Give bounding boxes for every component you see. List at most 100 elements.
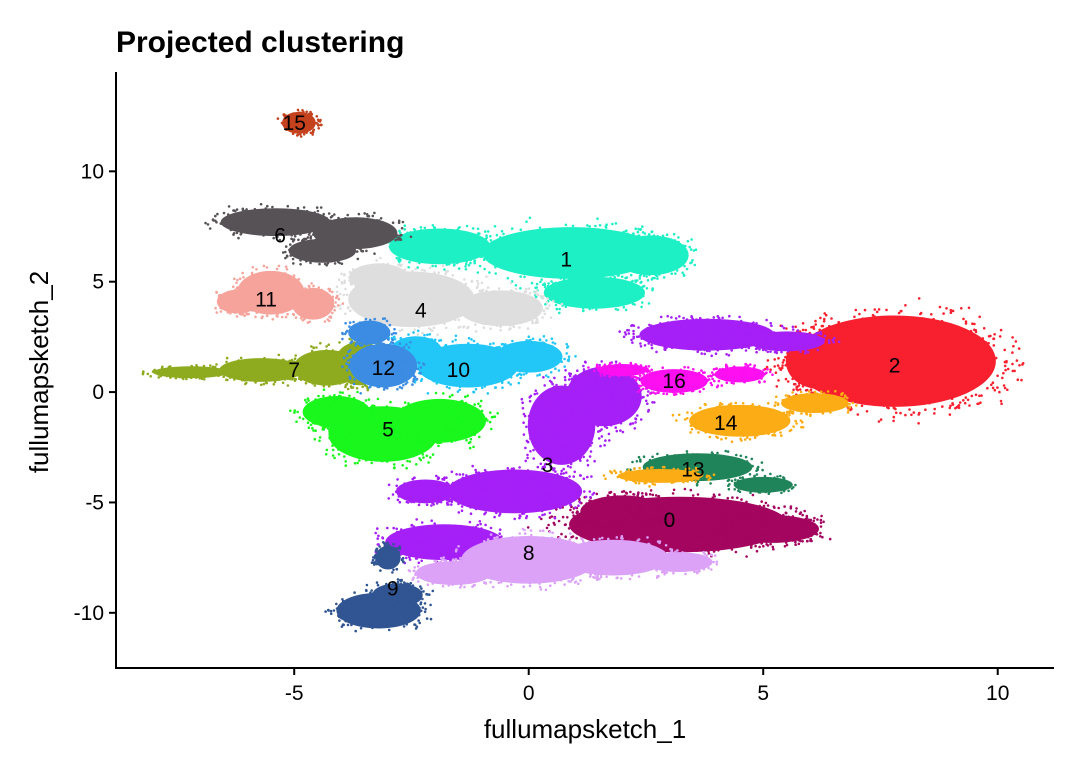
scatter-point: [345, 408, 348, 412]
scatter-point: [318, 236, 321, 240]
scatter-point: [670, 316, 673, 319]
scatter-point: [961, 357, 965, 360]
scatter-point: [305, 246, 309, 250]
scatter-point: [290, 234, 294, 237]
scatter-point: [428, 298, 432, 301]
scatter-point: [408, 539, 412, 542]
scatter-point: [544, 462, 548, 466]
scatter-point: [569, 422, 573, 426]
scatter-point: [921, 320, 925, 324]
scatter-point: [724, 546, 727, 550]
scatter-point: [523, 490, 526, 493]
scatter-point: [656, 277, 659, 280]
scatter-point: [432, 496, 436, 500]
scatter-point: [624, 308, 628, 312]
scatter-point: [527, 414, 531, 418]
scatter-point: [610, 284, 613, 288]
scatter-point: [792, 346, 795, 349]
scatter-point: [838, 326, 842, 330]
scatter-point: [643, 344, 647, 347]
scatter-point: [552, 385, 556, 389]
scatter-point: [925, 323, 928, 326]
scatter-point: [500, 535, 503, 538]
scatter-point: [441, 435, 444, 438]
scatter-point: [447, 255, 451, 258]
scatter-point: [1015, 359, 1019, 362]
scatter-point: [964, 330, 968, 334]
scatter-point: [647, 234, 651, 237]
scatter-point: [981, 373, 984, 377]
scatter-point: [350, 300, 354, 303]
scatter-point: [436, 441, 440, 444]
scatter-point: [255, 210, 259, 213]
scatter-point: [586, 253, 589, 257]
scatter-point: [257, 217, 261, 220]
scatter-point: [378, 291, 382, 295]
scatter-point: [376, 537, 380, 540]
scatter-point: [223, 220, 227, 224]
scatter-point: [226, 378, 229, 382]
scatter-point: [733, 526, 736, 530]
scatter-point: [424, 233, 428, 237]
scatter-point: [362, 411, 366, 415]
scatter-point: [470, 301, 474, 305]
scatter-point: [352, 409, 355, 413]
scatter-point: [297, 238, 300, 242]
scatter-point: [730, 349, 733, 352]
scatter-point: [765, 318, 768, 322]
scatter-point: [650, 346, 654, 350]
scatter-point: [897, 335, 900, 338]
scatter-point: [564, 471, 568, 474]
scatter-point: [663, 270, 667, 274]
scatter-point: [537, 396, 540, 400]
scatter-point: [557, 397, 560, 401]
scatter-point: [425, 492, 429, 496]
scatter-point: [448, 395, 452, 399]
scatter-point: [236, 216, 239, 219]
scatter-point: [573, 438, 577, 442]
scatter-point: [394, 266, 397, 269]
scatter-point: [657, 494, 661, 498]
scatter-point: [417, 434, 420, 438]
scatter-point: [380, 408, 383, 412]
scatter-point: [863, 372, 867, 376]
scatter-point: [381, 223, 384, 227]
scatter-point: [300, 372, 303, 375]
scatter-point: [767, 533, 771, 537]
scatter-point: [310, 349, 314, 353]
scatter-point: [438, 321, 441, 325]
scatter-point: [482, 258, 486, 262]
scatter-point: [417, 503, 421, 507]
scatter-point: [569, 419, 573, 422]
scatter-point: [509, 281, 513, 285]
scatter-point: [579, 456, 582, 459]
scatter-point: [471, 241, 474, 244]
scatter-point: [444, 272, 447, 276]
scatter-point: [721, 500, 725, 503]
scatter-point: [654, 494, 658, 497]
scatter-point: [528, 216, 532, 220]
scatter-point: [327, 212, 331, 215]
scatter-point: [304, 237, 308, 241]
scatter-point: [471, 464, 475, 468]
scatter-point: [543, 285, 547, 289]
scatter-point: [591, 306, 594, 310]
scatter-point: [702, 345, 705, 349]
scatter-point: [834, 332, 837, 336]
scatter-point: [307, 233, 311, 236]
scatter-point: [483, 230, 487, 233]
scatter-point: [312, 224, 316, 227]
scatter-point: [543, 513, 546, 516]
scatter-point: [232, 232, 236, 235]
scatter-point: [601, 420, 605, 423]
scatter-point: [544, 441, 548, 444]
scatter-point: [608, 505, 612, 508]
scatter-point: [509, 494, 512, 498]
scatter-point: [376, 419, 380, 422]
scatter-point: [582, 477, 586, 481]
scatter-point: [530, 248, 533, 252]
scatter-point: [348, 309, 352, 313]
scatter-point: [650, 230, 653, 234]
scatter-point: [336, 238, 340, 241]
scatter-point: [652, 524, 655, 527]
